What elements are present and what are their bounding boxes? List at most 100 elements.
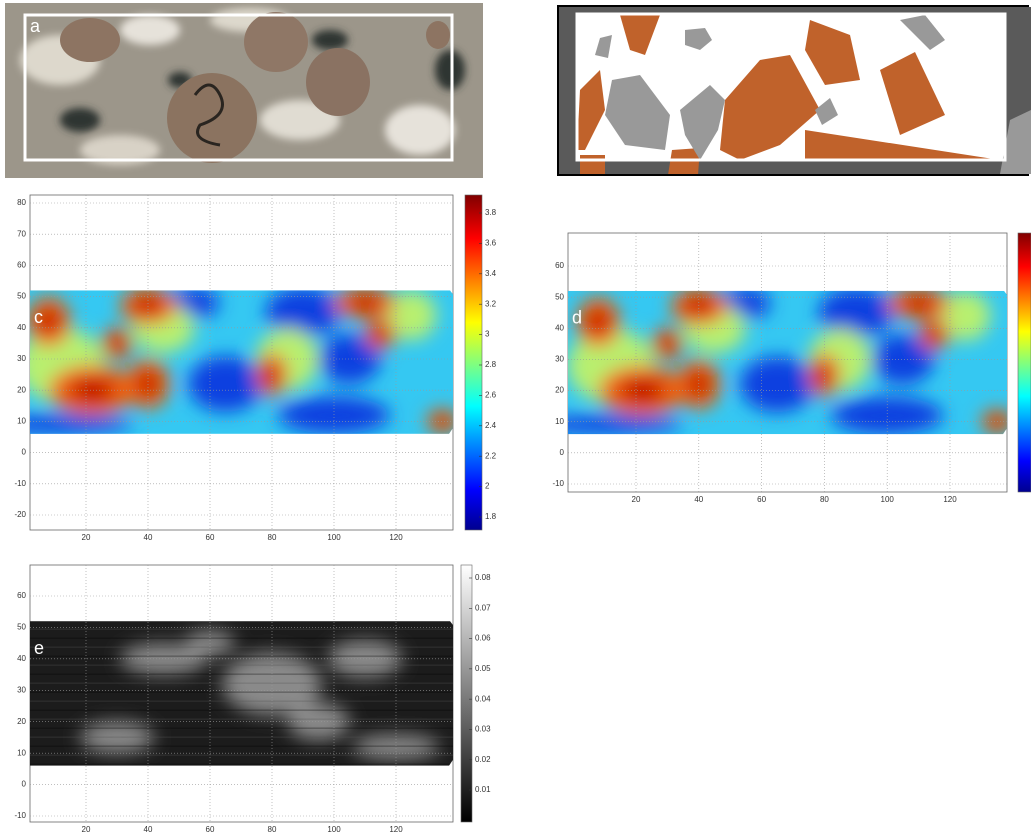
panel-label: d: [572, 308, 582, 328]
colorbar-tick-label: 2.4: [485, 421, 497, 430]
y-tick-label: 20: [17, 717, 26, 726]
blob: [278, 396, 390, 434]
blob: [926, 326, 943, 343]
panel-label: e: [34, 638, 44, 658]
colorbar-tick-label: 0.02: [475, 755, 491, 764]
colorbar-tick-label: 0.07: [475, 603, 491, 612]
colorbar-tick-label: 3.4: [485, 269, 497, 278]
x-tick-label: 60: [206, 533, 215, 542]
x-tick-label: 40: [144, 825, 153, 832]
x-tick-label: 120: [389, 533, 403, 542]
y-tick-label: 20: [555, 386, 564, 395]
phase-map: [559, 7, 1031, 174]
y-tick-label: 0: [22, 780, 27, 789]
colorbar: [1017, 232, 1031, 493]
colorbar-tick-label: 2.2: [485, 451, 497, 460]
colorbar: [464, 194, 483, 531]
x-tick-label: 60: [206, 825, 215, 832]
colorbar-tick-label: 0.04: [475, 694, 491, 703]
x-tick-label: 20: [632, 495, 641, 504]
x-tick-label: 120: [943, 495, 957, 504]
colorbar-tick-label: 1.8: [485, 512, 497, 521]
blob: [740, 356, 815, 413]
x-tick-label: 20: [82, 533, 91, 542]
heatmap-blobs: [568, 290, 1007, 435]
blob: [349, 295, 381, 311]
y-tick-label: 0: [22, 448, 27, 457]
y-tick-label: 30: [17, 354, 26, 363]
y-tick-label: 70: [17, 229, 26, 238]
heatmap: [30, 621, 453, 766]
blob: [687, 371, 710, 397]
colorbar-tick-label: 0.05: [475, 664, 491, 673]
blob: [620, 378, 664, 403]
x-tick-label: 80: [268, 533, 277, 542]
x-tick-label: 120: [389, 825, 403, 832]
colorbar-tick-label: 3: [485, 330, 490, 339]
x-tick-label: 40: [144, 533, 153, 542]
y-tick-label: -10: [552, 479, 564, 488]
colorbar-tick-label: 3.8: [485, 208, 497, 217]
y-tick-label: 0: [560, 448, 565, 457]
y-tick-label: 50: [17, 292, 26, 301]
blob: [327, 640, 403, 678]
y-tick-label: 10: [17, 417, 26, 426]
blob: [264, 363, 280, 386]
blob: [372, 326, 389, 342]
blob: [265, 290, 341, 338]
blob: [120, 643, 207, 675]
y-tick-label: 20: [17, 385, 26, 394]
heatmap-blobs: [30, 290, 453, 434]
blob: [318, 334, 381, 384]
y-tick-label: 50: [17, 623, 26, 632]
blob: [903, 295, 935, 312]
y-tick-label: 40: [17, 323, 26, 332]
x-tick-label: 100: [327, 533, 341, 542]
y-tick-label: 10: [17, 748, 26, 757]
blob: [684, 297, 713, 316]
colorbar-tick-label: 0.01: [475, 785, 491, 794]
colorbar-tick-label: 0.06: [475, 634, 491, 643]
blob: [222, 653, 322, 715]
blob: [587, 309, 610, 335]
x-tick-label: 60: [757, 495, 766, 504]
blob: [79, 721, 155, 753]
y-tick-label: 30: [17, 685, 26, 694]
blob: [70, 377, 114, 403]
colorbar-tick-label: 3.6: [485, 239, 497, 248]
colorbar-tick-label: 3.2: [485, 299, 497, 308]
y-tick-label: 10: [555, 417, 564, 426]
blob: [940, 291, 991, 341]
blob: [109, 335, 125, 352]
photo: [5, 3, 483, 178]
y-tick-label: 50: [555, 292, 564, 301]
y-tick-label: 80: [17, 198, 26, 207]
panel-label: b: [583, 16, 593, 36]
y-tick-label: 40: [555, 323, 564, 332]
blob: [188, 356, 263, 412]
x-tick-label: 80: [268, 825, 277, 832]
x-tick-label: 100: [327, 825, 341, 832]
blob: [134, 296, 162, 316]
y-tick-label: 60: [555, 261, 564, 270]
y-tick-label: 60: [17, 591, 26, 600]
y-tick-label: 30: [555, 355, 564, 364]
x-tick-label: 100: [881, 495, 895, 504]
heatmap: [30, 290, 453, 434]
y-tick-label: 40: [17, 654, 26, 663]
blob: [831, 396, 943, 435]
colorbar-tick-label: 0.03: [475, 725, 491, 734]
colorbar-tick-label: 2.8: [485, 360, 497, 369]
x-tick-label: 40: [694, 495, 703, 504]
blob: [434, 415, 451, 428]
colorbar-tick-label: 2: [485, 482, 490, 491]
y-tick-label: -20: [14, 510, 26, 519]
y-tick-label: 60: [17, 261, 26, 270]
colorbar: [460, 564, 473, 823]
blob: [568, 415, 683, 435]
y-tick-label: -10: [14, 479, 26, 488]
blob: [659, 336, 676, 352]
blob: [818, 290, 893, 338]
x-tick-label: 80: [820, 495, 829, 504]
